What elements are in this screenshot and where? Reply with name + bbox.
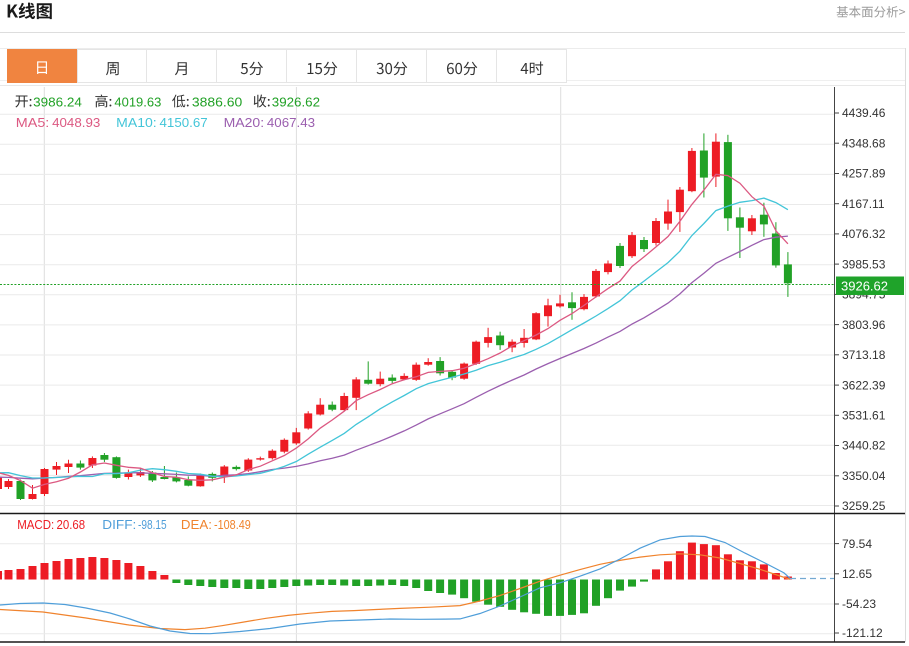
svg-text:3926.62: 3926.62 — [841, 279, 888, 294]
svg-text:4439.46: 4439.46 — [842, 106, 886, 120]
svg-text:79.54: 79.54 — [842, 537, 872, 551]
svg-text:DIFF:: DIFF: — [102, 517, 136, 532]
svg-text:-108.49: -108.49 — [214, 517, 251, 532]
svg-text:20.68: 20.68 — [57, 517, 86, 532]
svg-text:3713.18: 3713.18 — [842, 348, 886, 362]
svg-text:-121.12: -121.12 — [842, 626, 883, 640]
svg-text:4257.89: 4257.89 — [842, 167, 886, 181]
svg-text:3440.82: 3440.82 — [842, 439, 886, 453]
svg-text:3926.62: 3926.62 — [272, 94, 320, 109]
svg-text:3259.25: 3259.25 — [842, 499, 886, 513]
svg-text:MA20:: MA20: — [224, 115, 265, 130]
svg-text:4167.11: 4167.11 — [842, 197, 885, 211]
svg-text:3350.04: 3350.04 — [842, 469, 886, 483]
svg-text:3986.24: 3986.24 — [33, 94, 82, 109]
svg-text:4076.32: 4076.32 — [842, 227, 886, 241]
svg-text:4019.63: 4019.63 — [114, 94, 161, 109]
svg-text:3531.61: 3531.61 — [842, 409, 886, 423]
svg-text:DEA:: DEA: — [181, 517, 212, 532]
svg-text:3622.39: 3622.39 — [842, 378, 886, 392]
svg-text:-98.15: -98.15 — [138, 517, 167, 532]
svg-text:-54.23: -54.23 — [842, 597, 876, 611]
svg-text:4067.43: 4067.43 — [267, 115, 315, 130]
svg-text:3985.53: 3985.53 — [842, 257, 886, 271]
svg-text:MA5:: MA5: — [16, 115, 50, 130]
svg-text:4048.93: 4048.93 — [52, 115, 100, 130]
svg-text:3886.60: 3886.60 — [192, 94, 242, 109]
svg-text:MA10:: MA10: — [116, 115, 157, 130]
svg-text:MACD:: MACD: — [17, 517, 54, 532]
svg-text:4348.68: 4348.68 — [842, 136, 886, 150]
svg-text:4150.67: 4150.67 — [160, 115, 208, 130]
svg-text:3803.96: 3803.96 — [842, 318, 886, 332]
svg-text:12.65: 12.65 — [842, 567, 872, 581]
